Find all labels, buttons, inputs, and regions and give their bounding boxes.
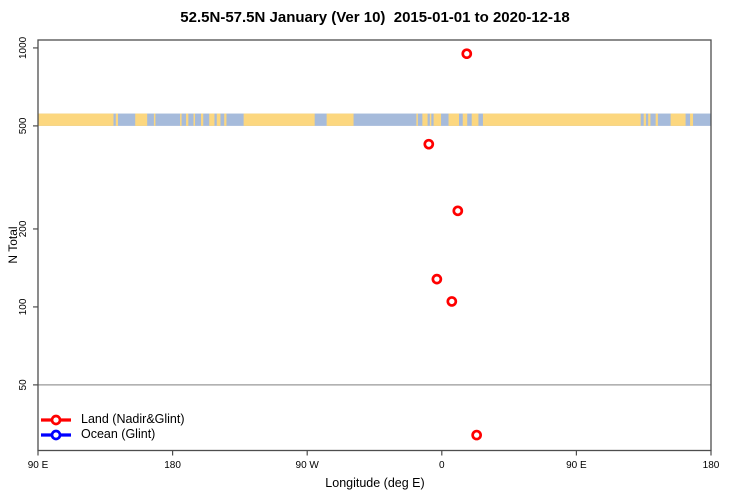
x-tick-label: 0	[439, 460, 445, 471]
legend-entry: Land (Nadir&Glint)	[40, 412, 185, 427]
data-point	[446, 296, 458, 307]
map-land-segment	[201, 113, 204, 126]
map-land-segment	[655, 113, 658, 126]
map-land-segment	[482, 113, 641, 126]
plot-border	[37, 39, 712, 452]
y-tick-label: 50	[18, 379, 29, 391]
data-point	[461, 48, 473, 60]
x-tick-label: 90 E	[566, 460, 587, 471]
data-point	[471, 429, 482, 441]
map-land-segment	[670, 113, 686, 126]
map-land-segment	[690, 113, 694, 126]
data-point	[423, 138, 435, 150]
map-land-segment	[153, 113, 156, 126]
map-land-segment	[429, 113, 432, 126]
map-land-segment	[193, 113, 196, 126]
map-land-segment	[326, 113, 354, 126]
map-land-segment	[448, 113, 459, 126]
map-land-segment	[224, 113, 227, 126]
map-land-segment	[180, 113, 182, 126]
y-tick-label: 500	[18, 117, 29, 134]
legend-marker-icon	[41, 414, 71, 425]
map-land-segment	[243, 113, 315, 126]
x-axis-label: Longitude (deg E)	[325, 476, 425, 490]
map-land-segment	[209, 113, 215, 126]
legend: Land (Nadir&Glint) Ocean (Glint)	[40, 412, 185, 442]
y-tick-label: 1000	[18, 36, 29, 59]
legend-entry: Ocean (Glint)	[40, 427, 185, 442]
legend-entry-label: Land (Nadir&Glint)	[81, 412, 185, 426]
y-tick-label: 100	[18, 298, 29, 315]
latitude-band-map	[38, 113, 711, 126]
y-axis-ticks: 1000 500 200 100 50	[18, 36, 38, 390]
series-land-nadir-glint-	[423, 48, 482, 441]
data-point	[452, 205, 464, 217]
map-land-segment	[471, 113, 479, 126]
x-axis-ticks: 90 E 180 90 W 0 90 E 180	[28, 450, 720, 471]
map-land-segment	[648, 113, 651, 126]
y-tick-label: 200	[18, 220, 29, 237]
chart-title: 52.5N-57.5N January (Ver 10) 2015-01-01 …	[180, 9, 570, 26]
map-land-segment	[462, 113, 468, 126]
x-tick-label: 90 E	[28, 460, 49, 471]
legend-entry-label: Ocean (Glint)	[81, 427, 156, 441]
map-land-segment	[416, 113, 418, 126]
map-land-segment	[38, 113, 114, 126]
legend-marker-icon	[41, 429, 71, 440]
map-land-segment	[216, 113, 221, 126]
map-land-segment	[422, 113, 428, 126]
x-tick-label: 90 W	[296, 460, 320, 471]
map-land-segment	[643, 113, 646, 126]
map-land-segment	[135, 113, 148, 126]
data-point	[431, 273, 443, 285]
x-tick-label: 180	[164, 460, 181, 471]
map-land-segment	[186, 113, 189, 126]
x-tick-label: 180	[703, 460, 720, 471]
map-land-segment	[115, 113, 119, 126]
map-land-segment	[433, 113, 442, 126]
